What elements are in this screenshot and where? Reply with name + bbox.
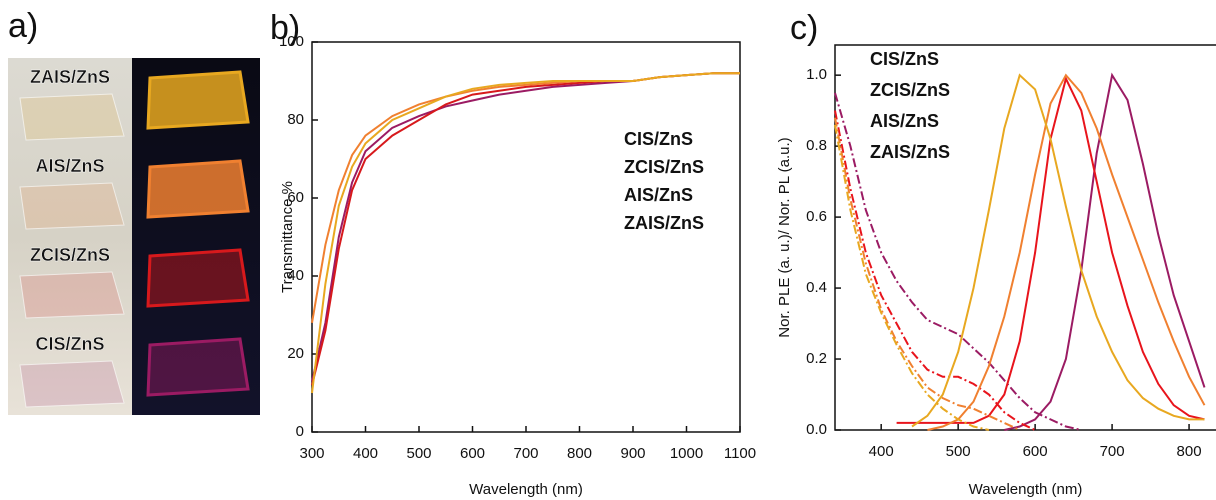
- y-tick-label: 0: [296, 423, 304, 440]
- y-tick-label: 80: [287, 111, 304, 128]
- film-glow: [146, 70, 250, 130]
- x-tick-label: 600: [1023, 443, 1048, 460]
- legend-label: AIS/ZnS: [624, 185, 693, 205]
- x-tick-label: 300: [299, 445, 324, 462]
- y-tick-label: 0.6: [806, 208, 827, 225]
- x-tick-label: 900: [620, 445, 645, 462]
- film-daylight: [19, 93, 125, 141]
- data-line: [1004, 72, 1206, 431]
- legend-label: ZAIS/ZnS: [870, 142, 950, 162]
- ple-line: [834, 117, 1021, 431]
- legend-label: ZCIS/ZnS: [870, 80, 950, 100]
- x-tick-label: 800: [1177, 443, 1202, 460]
- y-axis-label: Nor. PLE (a. u.)/ Nor. PL (a.u.): [776, 137, 793, 337]
- y-axis-label: Transmittance %: [279, 181, 296, 293]
- axis-frame: [311, 41, 741, 433]
- legend-label: ZAIS/ZnS: [624, 213, 704, 233]
- y-tick-label: 20: [287, 345, 304, 362]
- x-tick-label: 700: [1100, 443, 1125, 460]
- y-tick-label: 40: [287, 267, 304, 284]
- data-line: [896, 75, 1205, 424]
- y-tick-label: 0.4: [806, 279, 827, 296]
- ple-line: [834, 124, 990, 431]
- x-tick-label: 600: [460, 445, 485, 462]
- data-line: [911, 73, 1205, 428]
- sample-label: ZCIS/ZnS: [30, 245, 110, 265]
- x-tick-label: 1000: [670, 445, 703, 462]
- film-daylight: [19, 271, 125, 319]
- x-axis-label: Wavelength (nm): [469, 481, 583, 498]
- legend-label: CIS/ZnS: [870, 49, 939, 69]
- y-tick-label: 60: [287, 189, 304, 206]
- y-tick-label: 1.0: [806, 66, 827, 83]
- x-tick-label: 700: [513, 445, 538, 462]
- data-line: [927, 73, 1206, 431]
- sample-label: CIS/ZnS: [35, 334, 104, 354]
- film-daylight: [19, 360, 125, 408]
- sample-label: ZAIS/ZnS: [30, 67, 110, 87]
- legend-label: AIS/ZnS: [870, 111, 939, 131]
- sample-label: AIS/ZnS: [35, 156, 104, 176]
- x-axis-label: Wavelength (nm): [969, 481, 1083, 498]
- y-tick-label: 0.8: [806, 137, 827, 154]
- x-tick-label: 400: [353, 445, 378, 462]
- axis-frame: [834, 44, 1216, 431]
- legend-label: CIS/ZnS: [624, 129, 693, 149]
- x-tick-label: 400: [869, 443, 894, 460]
- photo-daylight: [8, 58, 132, 415]
- panel-label: a): [8, 7, 38, 45]
- y-tick-label: 100: [279, 33, 304, 50]
- panel-label: c): [790, 9, 818, 47]
- film-glow: [146, 159, 250, 219]
- film-glow: [146, 337, 250, 397]
- film-daylight: [19, 182, 125, 230]
- x-tick-label: 500: [406, 445, 431, 462]
- legend-label: ZCIS/ZnS: [624, 157, 704, 177]
- x-tick-label: 500: [946, 443, 971, 460]
- panel-label: b): [270, 9, 300, 47]
- y-tick-label: 0.0: [806, 421, 827, 438]
- x-tick-label: 800: [567, 445, 592, 462]
- film-glow: [146, 248, 250, 308]
- y-tick-label: 0.2: [806, 350, 827, 367]
- data-line: [311, 72, 740, 394]
- x-tick-label: 1100: [724, 445, 756, 462]
